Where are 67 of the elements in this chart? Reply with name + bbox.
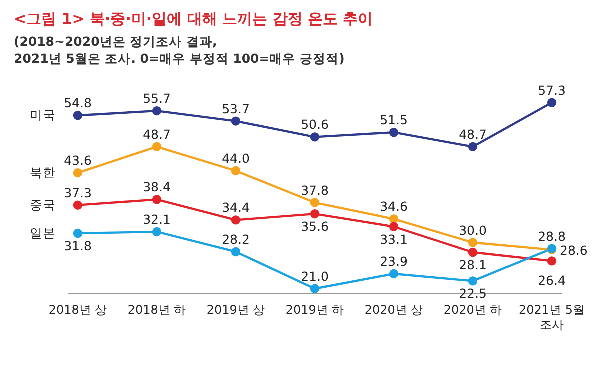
point — [73, 200, 83, 210]
data-label: 48.7 — [143, 126, 171, 142]
point — [73, 168, 83, 178]
x-tick-label: 2019년 상 — [206, 303, 266, 317]
data-label: 28.6 — [560, 242, 588, 258]
point — [468, 276, 478, 286]
point — [389, 128, 399, 138]
data-label: 23.9 — [380, 254, 408, 270]
chart-title: <그림 1> 북·중·미·일에 대해 느끼는 감정 온도 추이 — [13, 9, 374, 29]
data-label: 55.7 — [143, 91, 171, 106]
data-label: 30.0 — [459, 222, 487, 238]
point — [310, 284, 320, 294]
point — [231, 166, 241, 176]
point — [547, 256, 557, 266]
data-label: 51.5 — [380, 112, 408, 128]
data-label: 50.6 — [301, 117, 329, 132]
x-tick-label: 2020년 상 — [364, 303, 424, 317]
data-label: 28.2 — [222, 232, 250, 247]
point — [231, 216, 241, 225]
data-label: 34.6 — [380, 199, 408, 214]
data-label: 54.8 — [64, 96, 92, 111]
data-label: 26.4 — [538, 273, 566, 288]
series-label: 북한 — [30, 165, 56, 180]
point — [73, 111, 83, 120]
data-label: 28.8 — [538, 228, 566, 244]
data-label: 57.3 — [538, 82, 566, 98]
point — [468, 238, 478, 248]
chart-subtitle: (2018~2020년은 정기조사 결과, 2021년 5월은 조사. 0=매우 부정적 100=매우 긍정적) — [13, 33, 346, 67]
series-label: 중국 — [30, 197, 56, 212]
data-label: 37.8 — [301, 182, 329, 198]
series-label: 일본 — [30, 226, 56, 241]
point — [468, 142, 478, 152]
x-tick-label: 2018년 상 — [48, 303, 108, 317]
data-label: 33.1 — [380, 232, 408, 247]
x-tick-label: 2020년 하 — [444, 303, 502, 317]
point — [152, 227, 162, 237]
data-label: 21.0 — [301, 268, 329, 284]
point — [547, 98, 557, 108]
series-label: 미국 — [30, 108, 56, 123]
point — [152, 142, 162, 152]
data-label: 43.6 — [64, 153, 92, 168]
data-label: 22.5 — [459, 286, 487, 302]
point — [310, 209, 320, 219]
data-label: 35.6 — [301, 219, 329, 234]
x-tick-label: 2021년 5월 조사 — [519, 303, 585, 332]
data-label: 48.7 — [459, 126, 487, 142]
data-label: 38.4 — [143, 180, 171, 195]
point — [231, 247, 241, 257]
data-label: 31.8 — [64, 238, 92, 254]
point — [231, 116, 241, 126]
point — [389, 269, 399, 279]
x-tick-label: 2019년 하 — [286, 303, 344, 317]
x-tick-label: 2018년 하 — [128, 303, 186, 317]
data-label: 34.4 — [222, 200, 250, 216]
point — [73, 228, 83, 238]
point — [310, 132, 320, 142]
data-label: 37.3 — [64, 185, 92, 200]
data-label: 32.1 — [143, 212, 171, 227]
point — [310, 198, 320, 208]
point — [389, 214, 399, 224]
point — [152, 106, 162, 116]
point — [468, 248, 478, 258]
point — [152, 195, 162, 204]
data-label: 28.1 — [459, 257, 487, 272]
data-label: 53.7 — [222, 101, 250, 116]
data-label: 44.0 — [222, 151, 250, 166]
point — [389, 222, 399, 232]
